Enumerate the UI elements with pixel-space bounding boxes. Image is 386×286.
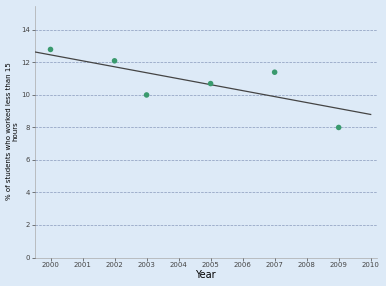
- Point: [144, 93, 150, 97]
- Point: [208, 81, 214, 86]
- X-axis label: Year: Year: [195, 271, 216, 281]
- Point: [335, 125, 342, 130]
- Point: [272, 70, 278, 74]
- Y-axis label: % of students who worked less than 15
hours: % of students who worked less than 15 ho…: [5, 63, 19, 200]
- Point: [47, 47, 54, 52]
- Point: [112, 59, 118, 63]
